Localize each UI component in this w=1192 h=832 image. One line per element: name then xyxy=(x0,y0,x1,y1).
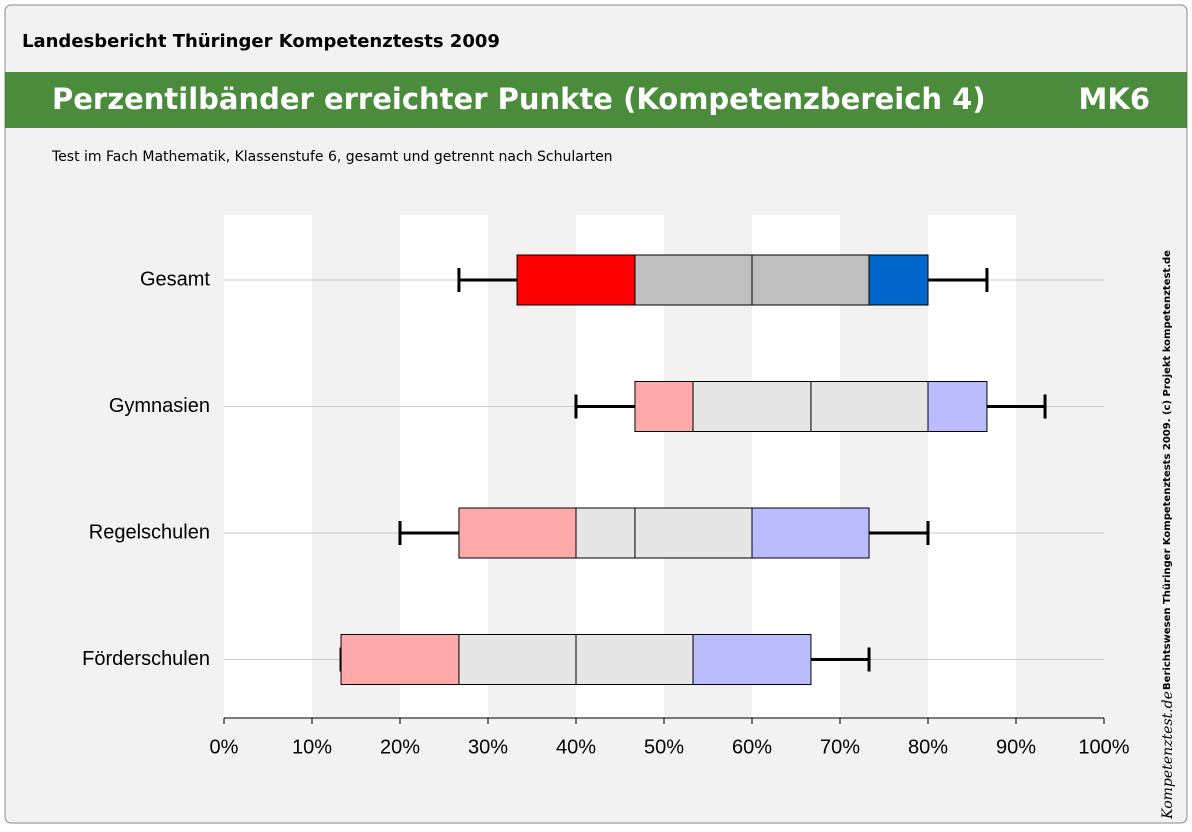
x-tick-label: 70% xyxy=(820,736,860,758)
band-segment xyxy=(810,381,929,432)
x-tick-label: 80% xyxy=(908,736,948,758)
band-segment xyxy=(868,254,929,306)
band xyxy=(928,215,1016,718)
band-segment xyxy=(575,634,694,685)
x-tick-label: 0% xyxy=(210,736,239,758)
x-tick-label: 50% xyxy=(644,736,684,758)
x-tick-label: 30% xyxy=(468,736,508,758)
band-segment xyxy=(692,381,812,432)
band-segment xyxy=(751,507,870,559)
category-label: Förderschulen xyxy=(82,648,210,670)
band-segment xyxy=(458,634,577,685)
chart-title: Perzentilbänder erreichter Punkte (Kompe… xyxy=(52,82,986,116)
band-segment xyxy=(634,507,753,559)
x-tick-label: 20% xyxy=(380,736,420,758)
band-segment xyxy=(692,634,812,685)
logo: Kompetenztest.de xyxy=(1160,691,1176,820)
x-tick-label: 10% xyxy=(292,736,332,758)
credit: Berichtswesen Thüringer Kompetenztests 2… xyxy=(1162,250,1173,690)
x-tick-label: 90% xyxy=(996,736,1036,758)
title-band xyxy=(5,72,1187,128)
band-segment xyxy=(927,381,988,432)
band-segment xyxy=(575,507,636,559)
band-segment xyxy=(634,254,753,306)
category-label: Regelschulen xyxy=(89,521,210,543)
x-tick-label: 60% xyxy=(732,736,772,758)
chart-subtitle: Test im Fach Mathematik, Klassenstufe 6,… xyxy=(51,149,613,165)
band-segment xyxy=(634,381,694,432)
band-segment xyxy=(340,634,460,685)
category-label: Gesamt xyxy=(140,268,210,290)
x-tick-label: 40% xyxy=(556,736,596,758)
band xyxy=(224,215,312,718)
band-segment xyxy=(458,507,577,559)
x-tick-label: 100% xyxy=(1078,736,1129,758)
category-label: Gymnasien xyxy=(109,395,210,417)
header-title: Landesbericht Thüringer Kompetenztests 2… xyxy=(22,31,500,52)
band-segment xyxy=(751,254,870,306)
band-segment xyxy=(516,254,636,306)
chart-code: MK6 xyxy=(1078,82,1150,116)
